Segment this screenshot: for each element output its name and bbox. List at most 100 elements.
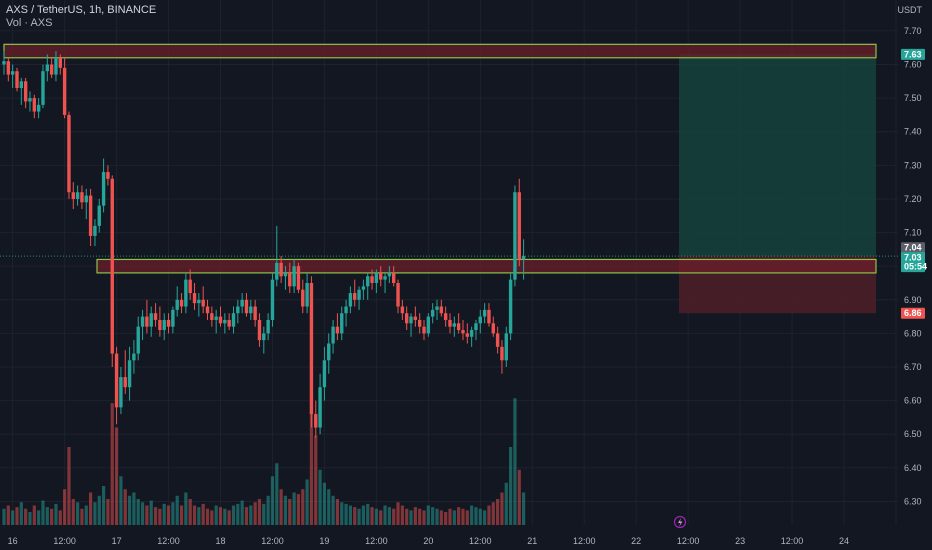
- symbol-legend[interactable]: AXS / TetherUS, 1h, BINANCE: [6, 4, 157, 16]
- candle-body: [123, 377, 127, 388]
- volume-bar: [71, 499, 75, 525]
- price-tick-label: 6.40: [904, 463, 922, 473]
- volume-bar: [123, 489, 127, 525]
- candle-body: [262, 333, 266, 341]
- volume-bar: [32, 505, 36, 525]
- candle-body: [521, 256, 526, 260]
- candle-body: [10, 71, 15, 75]
- candle-body: [387, 272, 392, 277]
- volume-bar: [63, 489, 67, 525]
- volume-bar: [76, 502, 80, 525]
- volume-bar: [158, 508, 162, 525]
- time-tick-label: 12:00: [781, 536, 804, 546]
- candle-body: [93, 225, 97, 236]
- candle-body: [201, 299, 205, 307]
- volume-bar: [11, 510, 15, 525]
- volume-bar: [218, 507, 223, 525]
- volume-bar: [522, 492, 526, 525]
- volume-bar: [275, 463, 279, 525]
- candle-body: [448, 319, 452, 327]
- candle-body: [110, 178, 114, 354]
- volume-bar: [253, 502, 257, 525]
- volume-bar: [210, 510, 214, 525]
- volume-bar: [335, 499, 340, 525]
- volume-bar: [478, 508, 482, 525]
- candle-body: [88, 195, 93, 236]
- volume-bar: [327, 489, 331, 525]
- volume-bar: [6, 505, 10, 525]
- volume-bar: [444, 512, 448, 525]
- candle-body: [417, 319, 422, 327]
- candle-body: [500, 346, 504, 361]
- volume-bar: [37, 510, 41, 525]
- price-tick-label: 7.10: [904, 228, 922, 238]
- time-tick-label: 20: [423, 536, 433, 546]
- volume-bar: [348, 505, 352, 525]
- candle-body: [335, 326, 340, 334]
- candle-body: [114, 353, 119, 408]
- candle-body: [223, 319, 227, 324]
- price-tick-label: 7.40: [904, 127, 922, 137]
- candle-body: [6, 61, 11, 75]
- price-tick-label: 7.50: [904, 93, 922, 103]
- candle-body: [41, 71, 45, 105]
- candle-body: [443, 313, 448, 320]
- candle-body: [396, 282, 400, 307]
- volume-bar: [140, 502, 145, 525]
- time-tick-label: 12:00: [469, 536, 492, 546]
- candle-body: [348, 293, 353, 307]
- time-tick-label: 21: [527, 536, 537, 546]
- volume-bar: [240, 500, 244, 525]
- candle-body: [357, 289, 361, 300]
- volume-bar: [470, 505, 474, 525]
- volume-bar: [474, 507, 478, 525]
- volume-bar: [175, 495, 179, 525]
- time-tick-label: 18: [215, 536, 225, 546]
- currency-label: USDT: [897, 5, 923, 15]
- candle-body: [244, 299, 249, 314]
- volume-bar: [387, 507, 391, 525]
- long-position-tool[interactable]: [679, 54, 876, 314]
- volume-bar: [318, 469, 322, 525]
- candle-body: [2, 61, 6, 65]
- candle-body: [318, 387, 322, 428]
- candle-body: [192, 293, 197, 304]
- volume-bar: [413, 507, 417, 525]
- candle-body: [305, 282, 309, 307]
- time-axis[interactable]: 16 12:00 17 12:00 18 12:00 19 12:00 20 12:00 21 12:…: [8, 536, 849, 546]
- candle-body: [409, 316, 413, 324]
- candle-body: [257, 319, 262, 341]
- candle-body: [97, 205, 101, 226]
- candle-body: [491, 323, 495, 334]
- candle-body: [162, 319, 166, 331]
- candle-body: [136, 326, 140, 354]
- current-price-tag: [901, 252, 925, 273]
- candle-body: [127, 360, 132, 388]
- volume-bar: [422, 510, 426, 525]
- volume-bar: [136, 499, 140, 525]
- time-tick-label: 19: [319, 536, 329, 546]
- target-area: [679, 54, 876, 257]
- candle-body: [140, 316, 145, 327]
- candle-body: [513, 192, 517, 280]
- volume-bar: [357, 508, 361, 525]
- volume-bar: [127, 495, 132, 525]
- volume-bar: [101, 486, 106, 525]
- candle-body: [249, 306, 253, 314]
- volume-bar: [314, 435, 318, 525]
- time-tick-label: 12:00: [157, 536, 180, 546]
- candle-body: [465, 333, 470, 337]
- volume-bar: [132, 492, 136, 525]
- target-price-label: 7.63: [904, 49, 922, 59]
- volume-legend[interactable]: Vol · AXS: [6, 17, 53, 29]
- candle-body: [288, 272, 292, 287]
- volume-bar: [244, 507, 249, 525]
- candle-body: [75, 192, 80, 199]
- alert-icon[interactable]: [673, 515, 687, 529]
- alert-circle: [673, 515, 687, 529]
- candle-body: [236, 306, 240, 314]
- volume-bar: [214, 505, 218, 525]
- gray-price-tag: [901, 242, 925, 254]
